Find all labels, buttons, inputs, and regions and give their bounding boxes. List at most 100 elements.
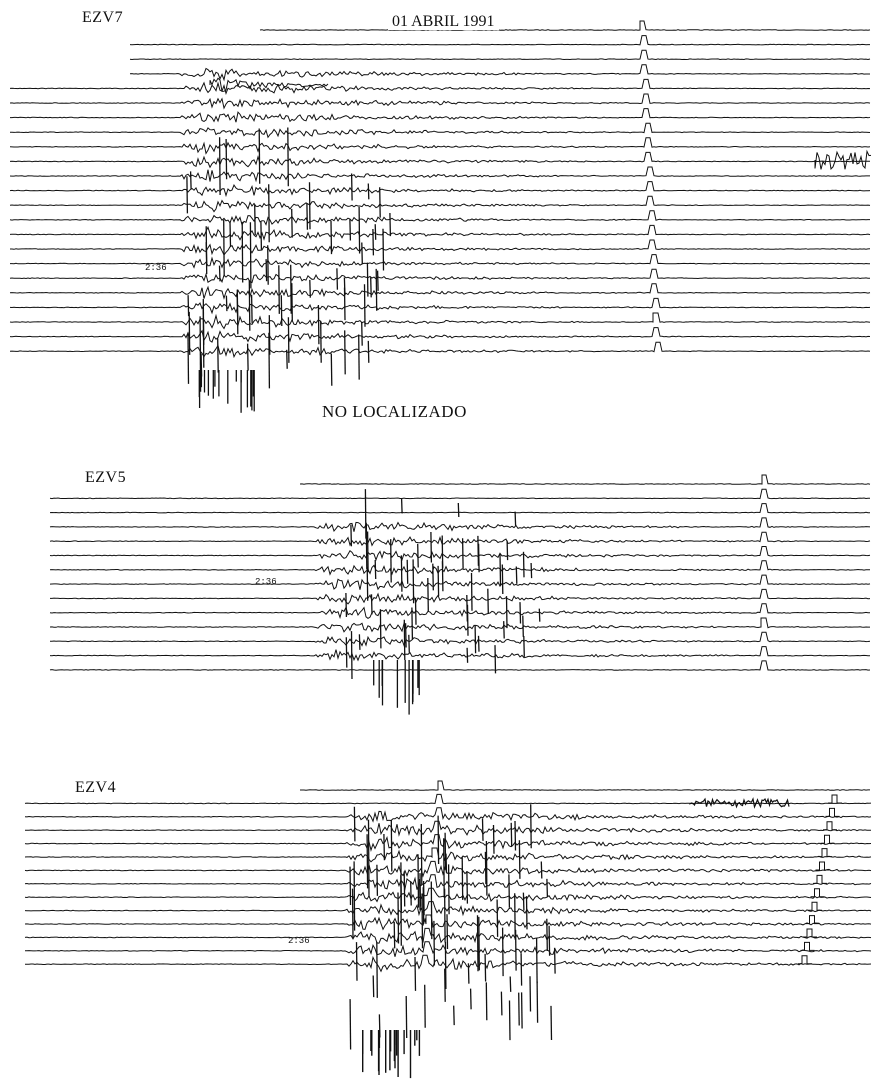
- trace-spike: [365, 523, 368, 570]
- trace-line: [49, 617, 870, 633]
- trace-spike: [506, 540, 509, 561]
- trace-spike: [546, 878, 549, 898]
- trace-spike: [376, 941, 378, 998]
- minute-mark: [823, 821, 837, 831]
- trace-spike: [476, 915, 479, 972]
- trace-spike: [249, 222, 252, 289]
- panel-ezv4-traces: [24, 780, 872, 1079]
- trace-line: [9, 137, 871, 155]
- minute-mark: [828, 794, 842, 804]
- trace-spike: [437, 565, 440, 597]
- trace-burst: [209, 77, 329, 92]
- trace-line: [49, 488, 870, 500]
- trace-line: [49, 574, 871, 591]
- trace-spike: [509, 976, 512, 992]
- trace-line: [9, 78, 871, 96]
- trace-spike: [246, 343, 249, 371]
- trace-spike: [344, 330, 346, 375]
- trace-spike: [421, 893, 424, 949]
- trace-spike: [503, 621, 505, 639]
- trace-spike: [286, 349, 288, 369]
- station-label-ezv5: EZV5: [85, 469, 127, 486]
- trace-spike: [496, 899, 499, 937]
- trace-spike: [420, 823, 423, 886]
- trace-spike: [501, 564, 504, 595]
- trace-line: [9, 93, 871, 110]
- trace-spike: [414, 956, 417, 991]
- trace-spike: [474, 625, 477, 654]
- minute-mark: [808, 901, 822, 911]
- trace-spike: [518, 992, 520, 1026]
- trace-spike: [461, 857, 464, 900]
- trace-spike: [358, 634, 361, 650]
- trace-spike: [330, 220, 333, 255]
- trace-spike: [494, 645, 497, 674]
- trace-spike: [291, 208, 293, 238]
- trace-line: [10, 108, 871, 123]
- trace-spike: [501, 927, 504, 977]
- station-label-ezv4: EZV4: [75, 779, 117, 796]
- trace-line: [49, 660, 871, 671]
- trace-spike: [374, 559, 377, 580]
- trace-spike: [397, 892, 400, 944]
- trace-spike: [443, 838, 445, 897]
- trace-line: [9, 181, 871, 198]
- trace-spike: [510, 822, 513, 847]
- trace-line: [9, 210, 870, 226]
- trace-spike: [505, 596, 508, 629]
- trace-line: [25, 954, 872, 973]
- trace-spike: [366, 834, 369, 889]
- trace-line: [10, 239, 871, 256]
- trace-line: [9, 151, 870, 169]
- panel-ezv5-traces: [49, 474, 871, 715]
- trace-spike: [308, 182, 311, 230]
- trace-line: [259, 20, 871, 31]
- trace-spike: [525, 896, 528, 930]
- trace-spike: [424, 984, 426, 1028]
- trace-spike: [376, 864, 379, 896]
- trace-burst: [689, 797, 790, 809]
- trace-spike: [367, 183, 370, 200]
- time-mark-ezv7: 2:36: [145, 263, 167, 273]
- trace-spike: [353, 806, 356, 842]
- trace-spike: [466, 594, 468, 622]
- trace-spike: [189, 171, 192, 190]
- trace-spike: [477, 543, 480, 573]
- trace-line: [9, 312, 871, 330]
- trace-spike: [366, 262, 369, 297]
- minute-mark: [820, 834, 835, 844]
- trace-spike: [374, 224, 377, 240]
- trace-spike: [443, 888, 446, 943]
- trace-spike: [522, 551, 525, 578]
- trace-spike: [349, 866, 352, 906]
- trace-spike: [188, 311, 191, 355]
- trace-spike: [250, 294, 253, 323]
- trace-spike: [515, 566, 518, 584]
- location-status: NO LOCALIZADO: [322, 402, 467, 421]
- trace-spike: [444, 941, 447, 990]
- trace-spike: [514, 820, 517, 851]
- trace-spike: [484, 851, 487, 885]
- trace-spike: [548, 925, 551, 956]
- trace-line: [49, 517, 871, 533]
- trace-line: [24, 834, 872, 852]
- trace-spike: [355, 942, 358, 981]
- trace-spike: [437, 815, 440, 865]
- minute-mark: [800, 941, 815, 951]
- time-mark-ezv4: 2:36: [288, 936, 310, 946]
- trace-spike: [466, 647, 469, 663]
- trace-spike: [379, 609, 382, 649]
- trace-line: [24, 847, 872, 863]
- minute-mark: [825, 807, 840, 817]
- trace-spike: [514, 929, 517, 971]
- trace-line: [49, 646, 871, 662]
- trace-line: [24, 874, 872, 891]
- trace-spike: [367, 819, 370, 897]
- trace-spike: [370, 277, 372, 298]
- trace-spike: [187, 333, 190, 384]
- trace-spike: [236, 292, 239, 320]
- trace-spike: [446, 914, 449, 950]
- trace-spike: [390, 819, 393, 872]
- trace-line: [24, 860, 872, 878]
- trace-spike: [457, 502, 460, 518]
